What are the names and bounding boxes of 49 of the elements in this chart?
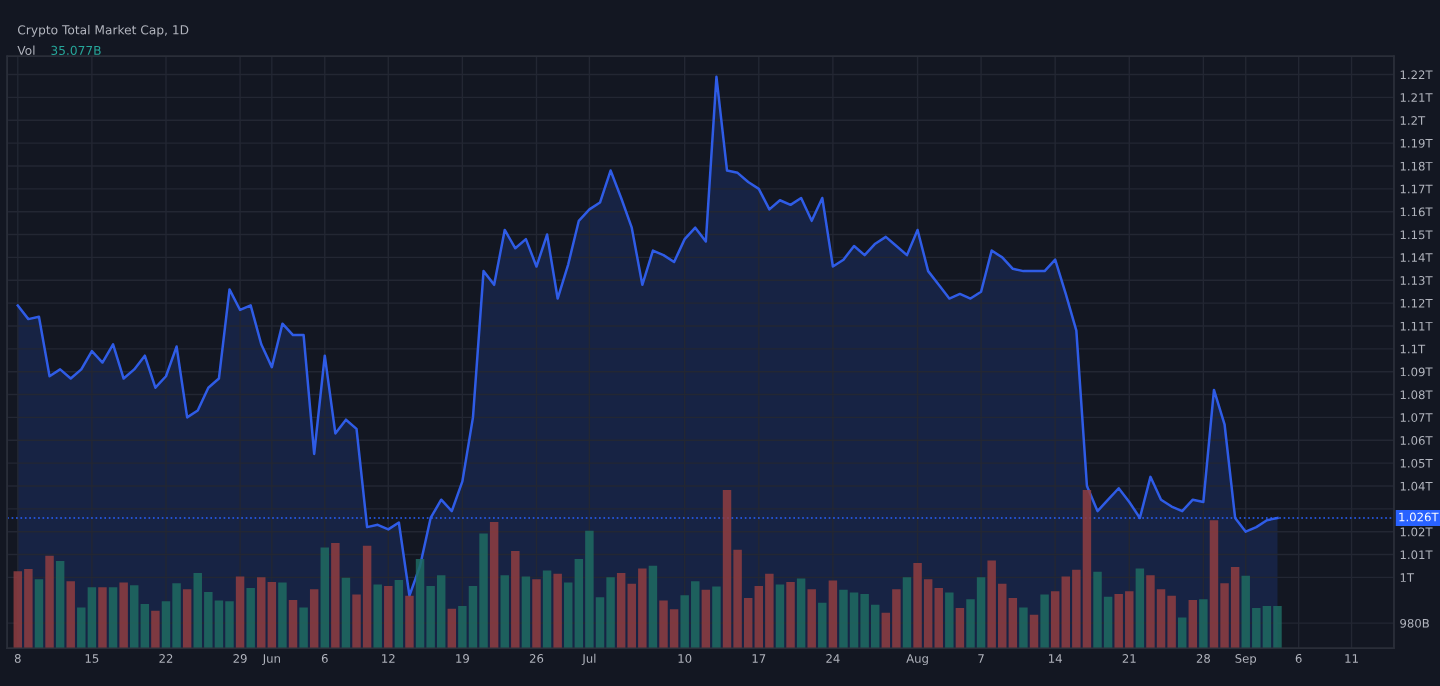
bar (309, 589, 319, 649)
bar (648, 565, 658, 649)
bar (246, 587, 255, 649)
bar (447, 608, 457, 649)
bar (405, 595, 414, 649)
bar (521, 576, 531, 649)
bar (796, 578, 806, 649)
bar (394, 579, 404, 649)
bar (1019, 607, 1028, 649)
bar (945, 592, 954, 649)
bar (786, 581, 795, 649)
bar (500, 575, 509, 649)
bar (278, 582, 287, 649)
bar (511, 551, 520, 649)
bar (902, 577, 912, 649)
bar (828, 580, 838, 649)
bar (235, 576, 245, 649)
bar (384, 585, 393, 649)
bar (151, 610, 160, 649)
bar (288, 599, 298, 649)
bar (108, 587, 118, 649)
bar (299, 607, 308, 649)
bar (1040, 594, 1049, 649)
bar (1029, 614, 1039, 649)
bar (98, 587, 107, 649)
bar (66, 581, 75, 649)
bar (1199, 599, 1208, 649)
bar (1135, 568, 1145, 649)
bar (331, 543, 340, 649)
bar (712, 586, 721, 649)
bar (542, 570, 552, 649)
bar (1177, 617, 1187, 649)
bar (1188, 599, 1198, 649)
bar (55, 561, 65, 649)
bar (807, 589, 816, 649)
bar (373, 584, 382, 649)
bar (45, 555, 54, 649)
bar (775, 584, 785, 649)
bar (532, 579, 541, 649)
bar (34, 579, 44, 649)
bar (119, 582, 128, 649)
bar (818, 602, 827, 649)
bar (182, 589, 192, 649)
bar (489, 522, 499, 649)
bar (320, 547, 329, 649)
bar (701, 589, 711, 649)
bar (955, 608, 965, 649)
bar (553, 573, 562, 649)
bar (341, 577, 351, 649)
